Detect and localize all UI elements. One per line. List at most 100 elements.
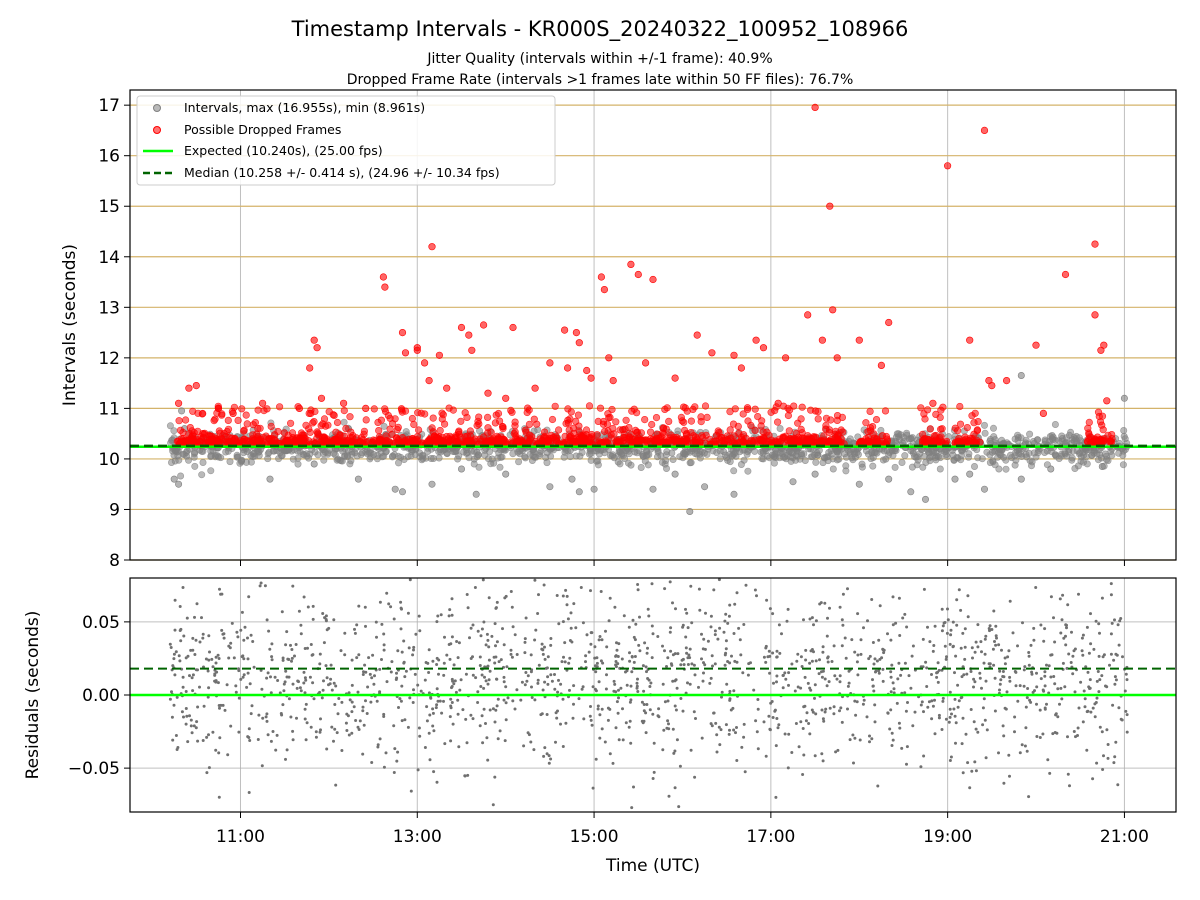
- dropped-frame-point: [1002, 377, 1011, 385]
- residual-point: [364, 670, 368, 674]
- dropped-frame-point: [551, 402, 559, 410]
- interval-point: [590, 485, 598, 493]
- residual-point: [493, 775, 497, 779]
- residual-point: [194, 668, 198, 672]
- residual-point: [1108, 663, 1111, 667]
- residual-point: [612, 689, 616, 693]
- residual-point: [1080, 649, 1084, 653]
- residual-point: [868, 734, 871, 738]
- residual-point: [1114, 740, 1118, 744]
- interval-point: [353, 452, 361, 460]
- interval-point: [416, 449, 424, 457]
- dropped-frame-point: [435, 351, 444, 359]
- residual-point: [713, 633, 717, 637]
- residual-point: [249, 712, 253, 716]
- residual-point: [703, 663, 707, 667]
- residual-point: [303, 707, 307, 711]
- residual-point: [319, 717, 322, 721]
- residual-point: [179, 639, 183, 643]
- dropped-frame-point: [988, 382, 996, 390]
- residual-point: [194, 638, 198, 642]
- dropped-frame-point: [1061, 270, 1070, 279]
- residual-point: [569, 626, 573, 630]
- residual-point: [652, 741, 656, 745]
- residual-point: [675, 686, 679, 690]
- residual-point: [1024, 705, 1028, 709]
- residual-point: [628, 659, 632, 663]
- dropped-frame-point: [415, 426, 423, 434]
- residual-point: [215, 670, 219, 674]
- residual-point: [495, 640, 499, 644]
- residual-point: [363, 605, 367, 609]
- residual-point: [495, 600, 499, 604]
- residual-point: [692, 663, 696, 667]
- residual-point: [487, 645, 491, 649]
- residual-point: [382, 643, 386, 647]
- dropped-frame-point: [1039, 409, 1047, 418]
- interval-point: [198, 471, 206, 479]
- residual-point: [613, 605, 617, 609]
- dropped-frame-point: [1108, 435, 1116, 443]
- residual-point: [727, 732, 731, 736]
- residual-point: [281, 656, 285, 660]
- residual-point: [524, 616, 528, 620]
- residual-point: [686, 626, 690, 630]
- residual-point: [201, 632, 205, 636]
- residual-point: [463, 774, 467, 778]
- residual-point: [473, 586, 477, 589]
- residual-point: [260, 764, 264, 768]
- residual-point: [629, 741, 633, 745]
- residual-point: [207, 766, 211, 770]
- residual-point: [387, 602, 391, 606]
- residual-point: [801, 773, 805, 776]
- residual-point: [290, 656, 294, 660]
- dropped-frame-point: [298, 434, 306, 442]
- interval-point: [921, 495, 929, 503]
- residual-point: [504, 718, 508, 722]
- residual-point: [846, 707, 849, 711]
- residual-point: [464, 672, 468, 676]
- residual-point: [1014, 684, 1018, 688]
- residual-point: [784, 677, 788, 681]
- residual-point: [361, 673, 365, 676]
- interval-point: [855, 480, 863, 488]
- residual-point: [190, 676, 194, 680]
- dropped-frame-point: [814, 415, 822, 423]
- residual-point: [1013, 715, 1017, 719]
- residual-point: [509, 590, 513, 593]
- dropped-frame-point: [643, 438, 651, 446]
- residual-point: [974, 727, 978, 731]
- dropped-frame-point: [176, 426, 185, 434]
- interval-point: [566, 453, 574, 461]
- residual-point: [930, 673, 933, 676]
- dropped-frame-point: [730, 351, 738, 359]
- residual-point: [515, 688, 519, 692]
- residual-point: [543, 746, 547, 750]
- residual-point: [357, 653, 361, 657]
- residual-point: [594, 757, 598, 761]
- dropped-frame-point: [276, 403, 284, 411]
- residual-point: [225, 683, 229, 687]
- dropped-frame-point: [1091, 240, 1099, 248]
- residual-point: [598, 736, 602, 740]
- dropped-frame-point: [811, 103, 819, 111]
- interval-point: [1094, 456, 1102, 464]
- residual-point: [985, 728, 989, 732]
- residual-point: [1095, 696, 1099, 700]
- residual-point: [956, 705, 960, 709]
- dropped-frame-point: [428, 243, 436, 251]
- residual-point: [984, 679, 988, 683]
- residual-point: [742, 722, 746, 726]
- dropped-frame-point: [631, 426, 640, 435]
- residual-point: [1059, 631, 1063, 635]
- residual-point: [983, 637, 987, 641]
- residual-point: [449, 704, 453, 708]
- interval-point: [168, 458, 176, 466]
- dropped-frame-point: [625, 433, 634, 441]
- residual-point: [675, 738, 679, 742]
- dropped-frame-point: [340, 399, 348, 407]
- residual-point: [652, 770, 656, 774]
- residual-point: [697, 685, 700, 689]
- residual-point: [709, 722, 713, 726]
- dropped-frame-point: [971, 409, 979, 417]
